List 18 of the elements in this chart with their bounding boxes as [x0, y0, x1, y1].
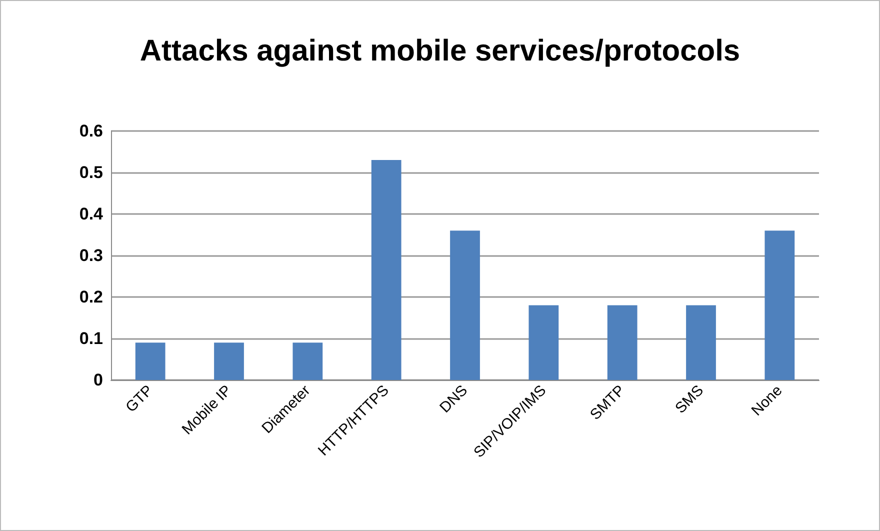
y-tick-label: 0.3	[79, 246, 103, 265]
bar	[135, 342, 166, 380]
y-tick-label: 0.6	[79, 122, 103, 140]
bar	[292, 342, 323, 380]
y-tick-label: 0.2	[79, 288, 103, 306]
y-tick-label: 0.1	[79, 329, 103, 348]
y-tick-label: 0.4	[79, 204, 104, 224]
bar	[450, 230, 480, 380]
bar	[371, 160, 402, 380]
bar	[764, 230, 795, 380]
x-tick-label: GTP	[122, 382, 156, 416]
bar	[686, 305, 716, 380]
chart-title: Attacks against mobile services/protocols	[140, 34, 740, 68]
y-tick-label: 0	[94, 370, 103, 390]
bar	[528, 305, 559, 380]
bar	[214, 342, 244, 380]
bar	[607, 305, 638, 380]
y-tick-label: 0.5	[79, 163, 103, 182]
